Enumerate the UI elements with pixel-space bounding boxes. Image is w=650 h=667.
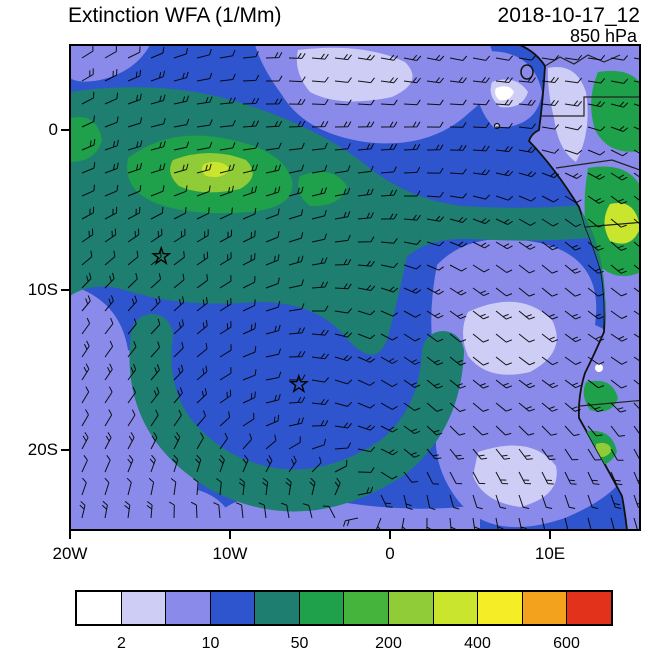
map-frame <box>69 44 641 531</box>
colorbar-tick-label: 50 <box>290 635 309 652</box>
x-tick-label: 20W <box>52 544 88 563</box>
colorbar-cell <box>77 592 121 624</box>
map-graphic <box>463 301 557 375</box>
colorbar-cell <box>254 592 299 624</box>
map-graphic <box>129 314 464 512</box>
fill-regions-below-2 <box>495 86 514 101</box>
colorbar <box>75 590 613 626</box>
colorbar-cell <box>209 592 255 624</box>
map-graphic <box>584 221 640 228</box>
map-graphic <box>201 161 230 178</box>
country-borders <box>539 54 640 407</box>
pressure-level: 850 hPa <box>569 26 637 46</box>
timestamp: 2018-10-17_12 <box>497 4 640 27</box>
colorbar-tick-label: 10 <box>201 635 220 652</box>
colorbar-cell <box>566 592 611 624</box>
map-graphic <box>595 442 612 458</box>
wind-barbs <box>79 45 640 530</box>
map-graphic <box>595 364 603 372</box>
extinction-field <box>70 45 640 530</box>
plot-title: Extinction WFA (1/Mm) <box>68 4 282 27</box>
map-graphic <box>555 159 640 171</box>
colorbar-cell <box>165 592 210 624</box>
colorbar-cell <box>388 592 433 624</box>
x-tick-label: 10W <box>212 544 248 563</box>
x-tick-label: 10E <box>534 544 566 563</box>
colorbar-cell <box>521 592 567 624</box>
bioko-island <box>520 64 534 80</box>
map-graphic <box>544 54 621 67</box>
colorbar-tick-label: 200 <box>375 635 402 652</box>
star-marker <box>151 245 172 266</box>
y-tick-label: 0 <box>48 120 58 139</box>
colorbar-cell <box>477 592 522 624</box>
x-tick-label: 0 <box>385 544 395 563</box>
map-graphic <box>296 47 413 102</box>
map-graphic <box>495 86 514 101</box>
colorbar-tick-label: 400 <box>464 635 491 652</box>
fill-regions-2-5 <box>296 47 557 507</box>
colorbar-cell <box>298 592 344 624</box>
sao-tome-island <box>493 122 501 130</box>
colorbar-tick-label: 600 <box>553 635 580 652</box>
map-graphic <box>547 67 588 162</box>
colorbar-tick-label: 2 <box>117 635 126 652</box>
map-graphic <box>539 96 640 117</box>
colorbar-cell <box>343 592 389 624</box>
y-tick-label: 10S <box>27 280 58 299</box>
y-tick-label: 20S <box>27 440 58 459</box>
colorbar-cell <box>432 592 478 624</box>
map-graphic <box>591 71 640 152</box>
colorbar-cell <box>120 592 166 624</box>
map-graphic <box>70 116 102 162</box>
map-graphic <box>473 445 557 507</box>
star-marker <box>288 373 309 394</box>
